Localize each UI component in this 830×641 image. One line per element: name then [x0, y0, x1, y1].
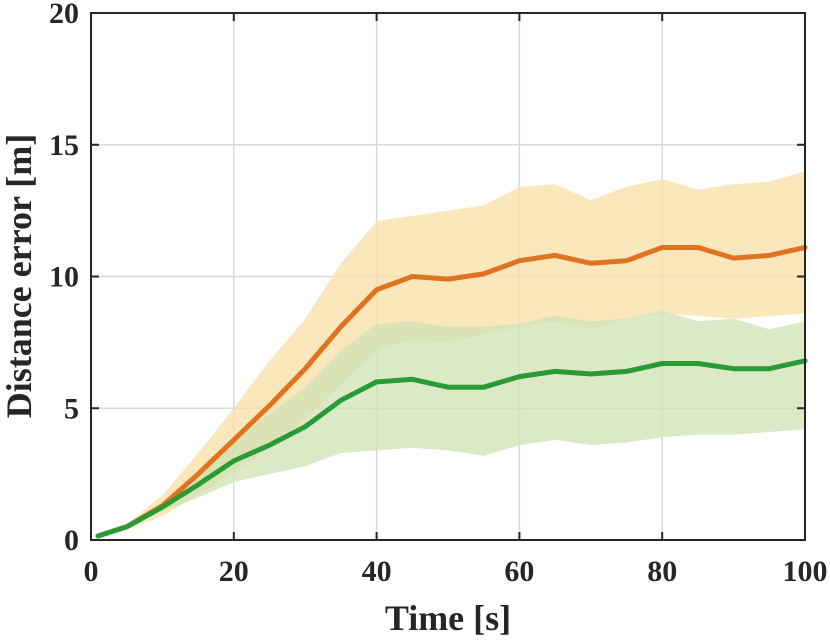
orange-mean-line [95, 245, 808, 539]
y-axis-label: Distance error [m] [0, 134, 39, 419]
x-tick-label: 0 [84, 555, 99, 588]
x-tick-label: 40 [362, 555, 392, 588]
axis-ticks: 0 20 40 60 80 100 0 5 10 15 20 [49, 0, 828, 588]
y-tick-label: 15 [49, 129, 79, 162]
x-tick-label: 20 [219, 555, 249, 588]
green-confidence-band [98, 310, 806, 538]
y-tick-label: 20 [49, 0, 79, 30]
y-tick-label: 10 [49, 261, 79, 294]
x-tick-label: 100 [783, 555, 828, 588]
green-mean-line [95, 358, 808, 539]
x-axis-label: Time [s] [385, 598, 511, 638]
x-tick-label: 60 [504, 555, 534, 588]
x-tick-label: 80 [647, 555, 677, 588]
y-tick-label: 0 [64, 524, 79, 557]
mean-lines [95, 245, 808, 539]
y-tick-label: 5 [64, 392, 79, 425]
